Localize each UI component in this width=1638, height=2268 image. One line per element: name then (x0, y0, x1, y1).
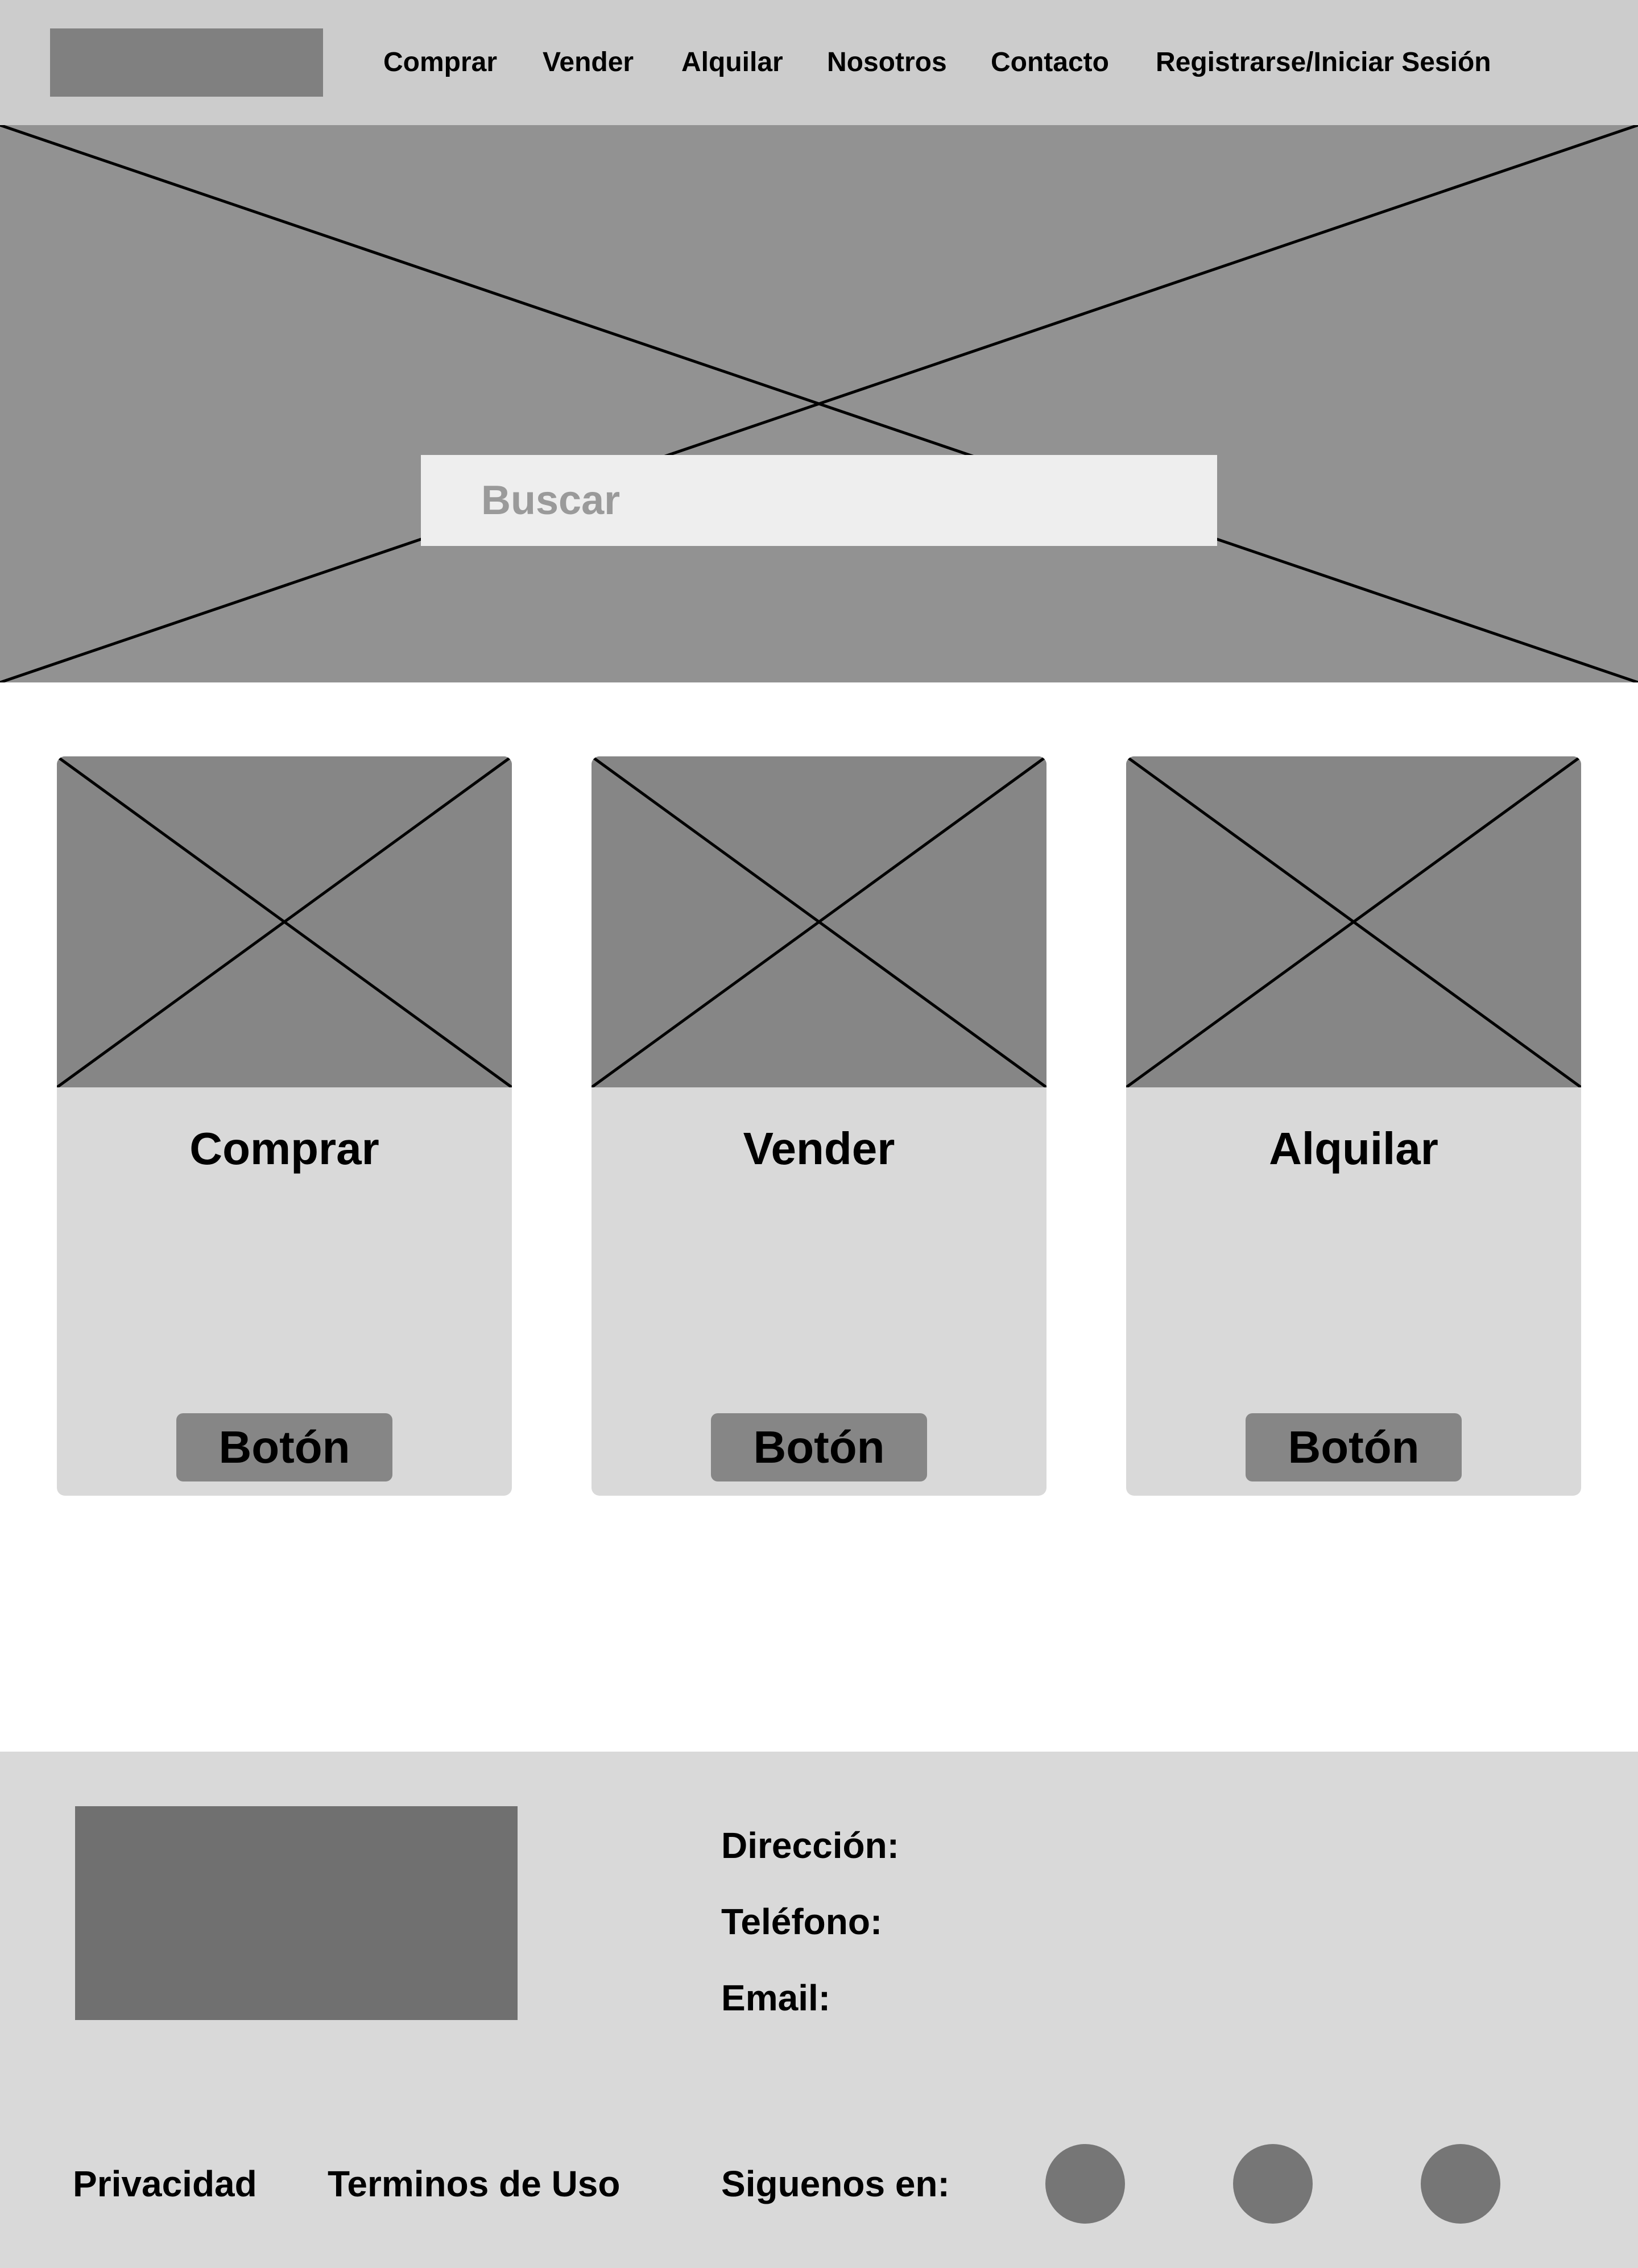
privacy-link[interactable]: Privacidad (73, 2163, 257, 2204)
card-title: Comprar (189, 1123, 379, 1174)
placeholder-cross-icon (57, 756, 512, 1087)
card-image-placeholder (592, 756, 1046, 1087)
nav-item-contacto[interactable]: Contacto (991, 47, 1109, 77)
nav-item-comprar[interactable]: Comprar (383, 47, 498, 77)
card-alquilar: Alquilar Botón (1126, 756, 1581, 1496)
card-image-placeholder (57, 756, 512, 1087)
phone-label: Teléfono: (721, 1901, 883, 1942)
follow-us-label: Siguenos en: (721, 2163, 950, 2204)
placeholder-cross-icon (0, 125, 1638, 682)
card-button[interactable]: Botón (176, 1413, 392, 1481)
address-label: Dirección: (721, 1825, 899, 1866)
hero-image-placeholder (0, 125, 1638, 682)
social-icon-3[interactable] (1421, 2144, 1500, 2224)
email-label: Email: (721, 1977, 831, 2018)
card-title: Alquilar (1269, 1123, 1438, 1174)
nav-item-nosotros[interactable]: Nosotros (827, 47, 947, 77)
card-comprar: Comprar Botón (57, 756, 512, 1496)
card-image-placeholder (1126, 756, 1581, 1087)
card-button[interactable]: Botón (1246, 1413, 1462, 1481)
card-vender: Vender Botón (592, 756, 1046, 1496)
footer-logo-placeholder (75, 1806, 518, 2020)
logo-placeholder[interactable] (50, 28, 323, 97)
placeholder-cross-icon (592, 756, 1046, 1087)
social-icon-1[interactable] (1045, 2144, 1125, 2224)
card-title: Vender (743, 1123, 895, 1174)
social-icon-2[interactable] (1233, 2144, 1313, 2224)
terms-link[interactable]: Terminos de Uso (328, 2163, 621, 2204)
nav-item-register-login[interactable]: Registrarse/Iniciar Sesión (1156, 47, 1491, 77)
card-button[interactable]: Botón (711, 1413, 927, 1481)
nav-item-alquilar[interactable]: Alquilar (681, 47, 783, 77)
search-input[interactable] (421, 455, 1217, 546)
placeholder-cross-icon (1126, 756, 1581, 1087)
nav-item-vender[interactable]: Vender (543, 47, 634, 77)
